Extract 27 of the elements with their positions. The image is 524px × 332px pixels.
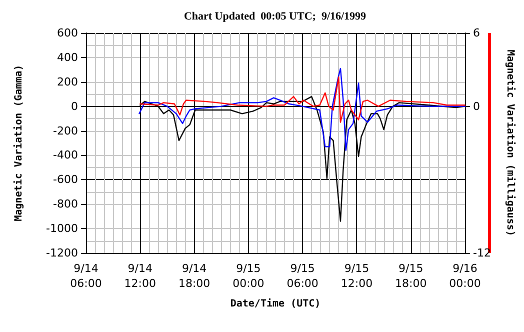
- x-axis-title: Date/Time (UTC): [230, 298, 321, 310]
- y-tick-label: -800: [53, 198, 78, 211]
- x-tick-label: 9/15 06:00: [286, 262, 318, 290]
- y2-tick-label: 6: [473, 26, 480, 40]
- x-tick-label: 9/15 00:00: [232, 262, 264, 290]
- x-tick-label: 9/16 00:00: [449, 262, 481, 290]
- y-tick-label: 600: [57, 26, 78, 40]
- y-tick-label: -200: [53, 124, 78, 138]
- x-tick-label: 9/14 18:00: [178, 262, 210, 290]
- line-series: [140, 76, 466, 123]
- y-tick-label: 400: [57, 50, 78, 64]
- y-tick-label: -1000: [46, 222, 78, 236]
- x-tick-label: 9/15 12:00: [340, 262, 373, 290]
- y-tick-label: 200: [57, 75, 78, 88]
- x-tick-label: 9/14 06:00: [70, 262, 102, 290]
- y-axis-title: Magnetic Variation (Gamma): [12, 64, 24, 222]
- y2-tick-label: -12: [473, 246, 491, 260]
- y2-axis-title: Magnetic Variation (milligauss): [504, 50, 516, 236]
- x-tick-label: 9/15 18:00: [395, 262, 427, 290]
- line-series: [138, 68, 466, 151]
- y-tick-label: -400: [53, 148, 78, 162]
- y-tick-label: -600: [53, 173, 78, 186]
- chart-title: Chart Updated 00:05 UTC; 9/16/1999: [184, 10, 367, 22]
- y-tick-label: -1200: [46, 246, 78, 260]
- y-tick-label: 0: [71, 100, 78, 113]
- x-tick-label: 9/14 12:00: [124, 262, 156, 290]
- y2-tick-label: 0: [473, 100, 480, 113]
